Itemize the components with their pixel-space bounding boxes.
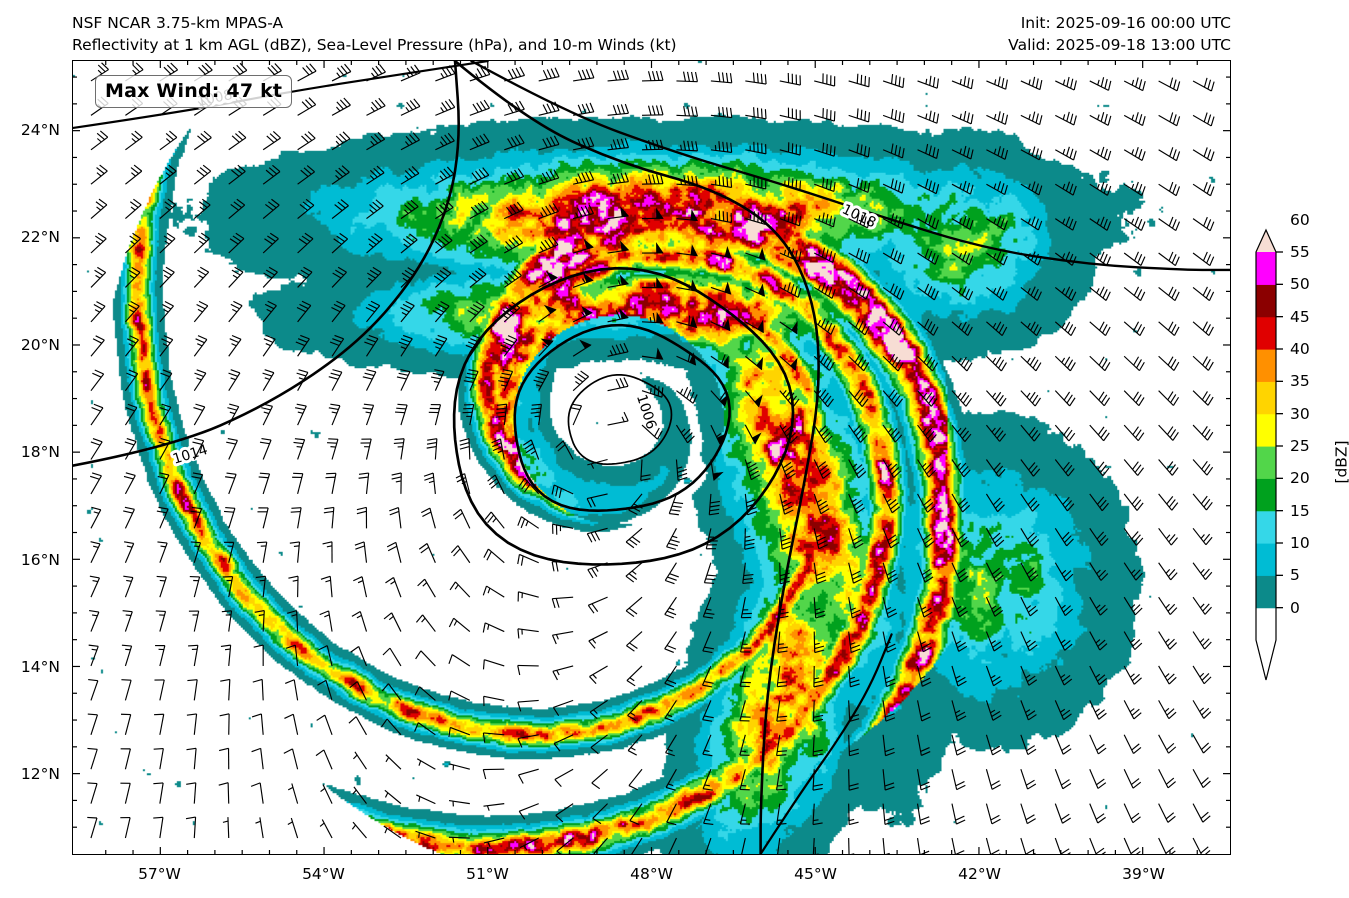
model-title: NSF NCAR 3.75-km MPAS-A (72, 14, 284, 32)
x-tick-label: 48°W (630, 865, 673, 883)
colorbar-tick-label: 20 (1290, 469, 1310, 488)
x-tick-label: 57°W (138, 865, 181, 883)
colorbar-tick-label: 0 (1290, 598, 1300, 617)
colorbar-tick-label: 5 (1290, 566, 1300, 585)
svg-text:1014: 1014 (171, 442, 210, 468)
colorbar-gradient (1255, 219, 1283, 681)
y-tick-label: 18°N (20, 443, 60, 462)
colorbar-unit-label: [dBZ] (1332, 440, 1349, 484)
svg-text:1006: 1006 (633, 393, 659, 432)
colorbar-tick-label: 25 (1290, 437, 1310, 455)
colorbar-tick-label: 45 (1290, 307, 1310, 326)
field-title: Reflectivity at 1 km AGL (dBZ), Sea-Leve… (72, 36, 677, 54)
map-plot-area: 10061006100810081014101410181018 Max Win… (72, 60, 1231, 855)
y-tick-label: 12°N (20, 765, 60, 784)
colorbar-tick-label: 60 (1290, 210, 1310, 229)
y-tick-label: 24°N (20, 120, 60, 139)
header-right-block: Init: 2025-09-16 00:00 UTC Valid: 2025-0… (1008, 12, 1231, 56)
colorbar: 0 5 10 15 20 25 30 35 40 45 50 55 60 [dBZ] (1252, 211, 1349, 696)
colorbar-tick-label: 40 (1290, 340, 1310, 358)
x-tick-label: 39°W (1122, 865, 1165, 883)
colorbar-tick-label: 30 (1290, 404, 1310, 423)
y-tick-label: 22°N (20, 228, 60, 247)
valid-time: Valid: 2025-09-18 13:00 UTC (1008, 36, 1231, 54)
colorbar-tick-label: 50 (1290, 275, 1310, 294)
y-tick-label: 14°N (20, 657, 60, 676)
colorbar-tick-label: 55 (1290, 243, 1310, 261)
x-tick-label: 51°W (466, 865, 509, 883)
x-tick-label: 42°W (958, 865, 1001, 883)
header-left-block: NSF NCAR 3.75-km MPAS-A Reflectivity at … (72, 12, 677, 56)
max-wind-annotation: Max Wind: 47 kt (95, 75, 293, 108)
colorbar-tick-label: 35 (1290, 372, 1310, 391)
colorbar-tick-label: 15 (1290, 501, 1310, 520)
overlay-contours-and-barbs: 10061006100810081014101410181018 (73, 61, 1230, 854)
colorbar-tick-label: 10 (1290, 534, 1310, 552)
y-tick-label: 20°N (20, 335, 60, 354)
svg-text:1018: 1018 (839, 201, 878, 231)
colorbar-tick-labels: 0 5 10 15 20 25 30 35 40 45 50 55 60 (1290, 211, 1330, 696)
init-time: Init: 2025-09-16 00:00 UTC (1020, 14, 1231, 32)
x-tick-label: 45°W (794, 865, 837, 883)
y-tick-label: 16°N (20, 550, 60, 569)
x-tick-label: 54°W (302, 865, 345, 883)
